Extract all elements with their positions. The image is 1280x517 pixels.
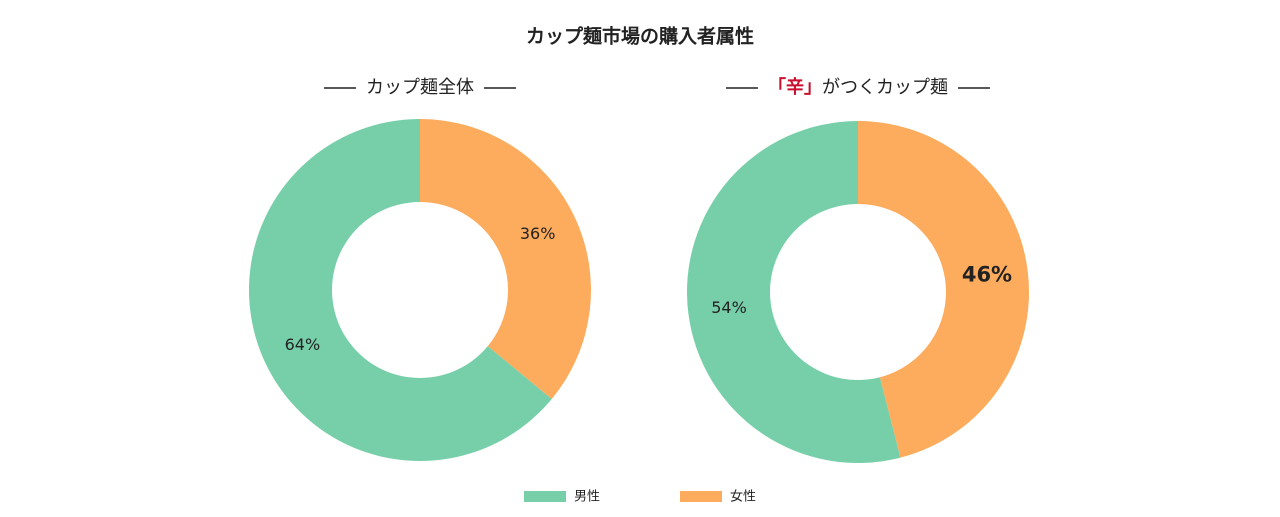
donut-slice bbox=[687, 120, 901, 463]
legend-swatch bbox=[524, 491, 566, 502]
chart-subtitle: カップ麺全体 bbox=[366, 77, 474, 98]
value-label: 46% bbox=[962, 263, 1012, 287]
subtitle-part: がつくカップ麺 bbox=[822, 77, 948, 98]
donut-slice bbox=[420, 119, 591, 399]
donut-slice bbox=[858, 121, 1029, 458]
chart-subtitle: 「辛」がつくカップ麺 bbox=[768, 76, 948, 98]
donut-slice bbox=[248, 119, 552, 461]
legend-label: 女性 bbox=[730, 490, 756, 505]
legend-swatch bbox=[680, 491, 722, 502]
subtitle-part: 「辛」 bbox=[768, 76, 822, 98]
value-label: 54% bbox=[711, 298, 747, 317]
value-label: 64% bbox=[285, 335, 321, 354]
page-title: カップ麺市場の購入者属性 bbox=[526, 25, 754, 48]
legend-label: 男性 bbox=[574, 490, 600, 505]
value-label: 36% bbox=[520, 224, 556, 243]
